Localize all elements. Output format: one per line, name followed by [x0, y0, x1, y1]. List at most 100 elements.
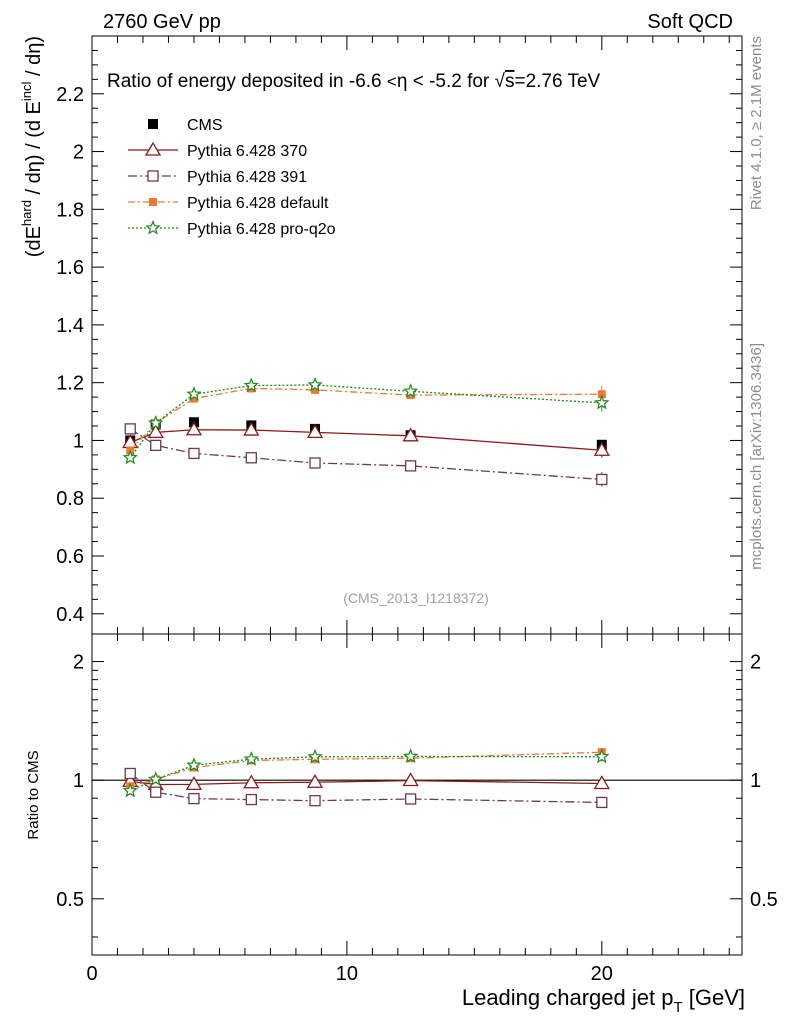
main-series-pythia-6-428-370	[122, 421, 610, 458]
legend-entry: Pythia 6.428 370	[128, 141, 307, 160]
main-point	[147, 414, 164, 430]
legend-entry: Pythia 6.428 default	[128, 195, 329, 212]
main-point	[596, 473, 608, 486]
main-ytick-label: 0.8	[56, 488, 84, 510]
header-right-label: Soft QCD	[647, 11, 733, 33]
legend-label: Pythia 6.428 default	[187, 195, 329, 212]
main-point	[124, 423, 136, 435]
legend-label: Pythia 6.428 391	[187, 169, 307, 186]
ratio-point	[243, 750, 260, 766]
main-point	[404, 460, 417, 472]
ratio-point	[307, 748, 323, 764]
ylabel-part3: / dη)	[23, 36, 45, 82]
legend-label: Pythia 6.428 370	[187, 143, 307, 160]
legend-marker	[147, 170, 159, 182]
ratio-point	[185, 776, 203, 790]
xtick-label: 10	[336, 963, 358, 985]
xtick-label: 0	[86, 963, 97, 985]
ratio-point	[150, 786, 162, 798]
title-suffix: =2.76 TeV	[514, 71, 600, 92]
ylabel-part1: (dE	[23, 226, 45, 257]
legend-entry: Pythia 6.428 pro-q2o	[128, 219, 336, 238]
ratio-point	[124, 767, 136, 780]
main-point	[122, 449, 138, 465]
ratio-ytick-label-right: 0.5	[750, 889, 778, 911]
main-axis-ticks: 0.4 0.6 0.8 1 1.2 1.4 1.6 1.8 2 2.2	[56, 35, 742, 634]
main-title: Ratio of energy deposited in -6.6 <η < -…	[107, 71, 601, 92]
ratio-point	[147, 771, 164, 786]
ylabel-part2: / dη) / (d E	[23, 101, 45, 200]
main-point	[402, 383, 419, 398]
ratio-point	[402, 748, 419, 764]
main-plot-area	[122, 376, 610, 487]
main-ytick-label: 1	[73, 430, 84, 452]
mcplots-label: mcplots.cern.ch [arXiv:1306.3436]	[748, 343, 765, 570]
ratio-point	[594, 748, 610, 764]
ratio-point	[404, 793, 417, 805]
ylabel-sup1: hard	[19, 200, 34, 226]
legend-marker	[148, 119, 158, 129]
ratio-plot-area	[92, 747, 742, 809]
ratio-point	[309, 795, 321, 807]
legend-marker	[145, 219, 161, 235]
main-series-pythia-6-428-391	[124, 423, 608, 487]
legend-entry: CMS	[148, 117, 223, 134]
main-ytick-label: 0.4	[56, 604, 84, 626]
main-point	[593, 441, 610, 456]
title-sqrt-s: s	[505, 71, 515, 92]
main-point	[185, 421, 203, 436]
main-ytick-label: 1.8	[56, 199, 84, 221]
title-prefix: Ratio of energy deposited in -6.6	[107, 71, 387, 92]
ylabel-sup2: incl	[19, 81, 34, 101]
main-ytick-label: 0.6	[56, 546, 84, 568]
title-eta: η < -5.2 for	[397, 71, 495, 92]
ratio-point	[596, 796, 608, 809]
main-point	[188, 447, 200, 460]
main-point	[406, 391, 415, 400]
main-ytick-label: 2	[73, 142, 84, 164]
rivet-label: Rivet 4.1.0, ≥ 2.1M events	[748, 36, 765, 210]
main-point	[150, 439, 162, 452]
main-ytick-label: 1.2	[56, 373, 84, 395]
xtick-label: 20	[591, 963, 613, 985]
legend-marker	[144, 141, 162, 156]
legend: CMS Pythia 6.428 370 Pythia 6.428 391 Pythi…	[128, 117, 336, 238]
main-point	[243, 377, 260, 393]
main-point	[245, 452, 257, 464]
legend-entry: Pythia 6.428 391	[128, 169, 307, 186]
main-ylabel: (dEhard / dη) / (d Eincl / dη)	[19, 36, 45, 257]
main-point	[311, 385, 320, 394]
legend-marker	[149, 198, 157, 206]
main-point	[309, 457, 321, 469]
xlabel-sub: T	[673, 999, 682, 1016]
ratio-axis-ticks: 0.5 0.51 12 20 10 20	[56, 634, 778, 985]
main-series-pythia-6-428-pro-q2o	[122, 376, 610, 465]
main-panel: 0.4 0.6 0.8 1 1.2 1.4 1.6 1.8 2 2.2 Ratio of ener…	[19, 35, 743, 635]
ratio-ytick-label: 2	[73, 652, 84, 674]
ratio-ytick-label-right: 1	[750, 770, 761, 792]
ratio-ytick-label: 0.5	[56, 889, 84, 911]
ratio-point	[245, 793, 257, 806]
main-point	[594, 394, 610, 410]
main-point	[243, 421, 260, 436]
ratio-ylabel: Ratio to CMS	[25, 750, 42, 839]
xlabel-suffix: [GeV]	[683, 985, 745, 1010]
main-ytick-label: 2.2	[56, 84, 84, 106]
ratio-ytick-label-right: 2	[750, 652, 761, 674]
title-lt-symbol: <	[387, 72, 397, 91]
legend-label: CMS	[187, 117, 223, 134]
ratio-point	[402, 772, 419, 787]
xlabel-prefix: Leading charged jet p	[462, 985, 674, 1010]
ratio-point	[593, 775, 610, 790]
main-point	[189, 394, 198, 403]
ratio-point	[122, 782, 138, 798]
ratio-point	[306, 773, 324, 788]
ratio-point	[186, 757, 202, 772]
ratio-point	[243, 774, 260, 789]
title-sqrt-symbol: √	[495, 71, 506, 92]
ratio-panel: 0.5 0.51 12 20 10 20 Ratio to CMS Leading cha…	[25, 633, 778, 1016]
ratio-series-pythia-6-428-391	[124, 767, 608, 809]
xlabel: Leading charged jet pT [GeV]	[462, 985, 745, 1016]
main-ytick-label: 1.6	[56, 257, 84, 279]
